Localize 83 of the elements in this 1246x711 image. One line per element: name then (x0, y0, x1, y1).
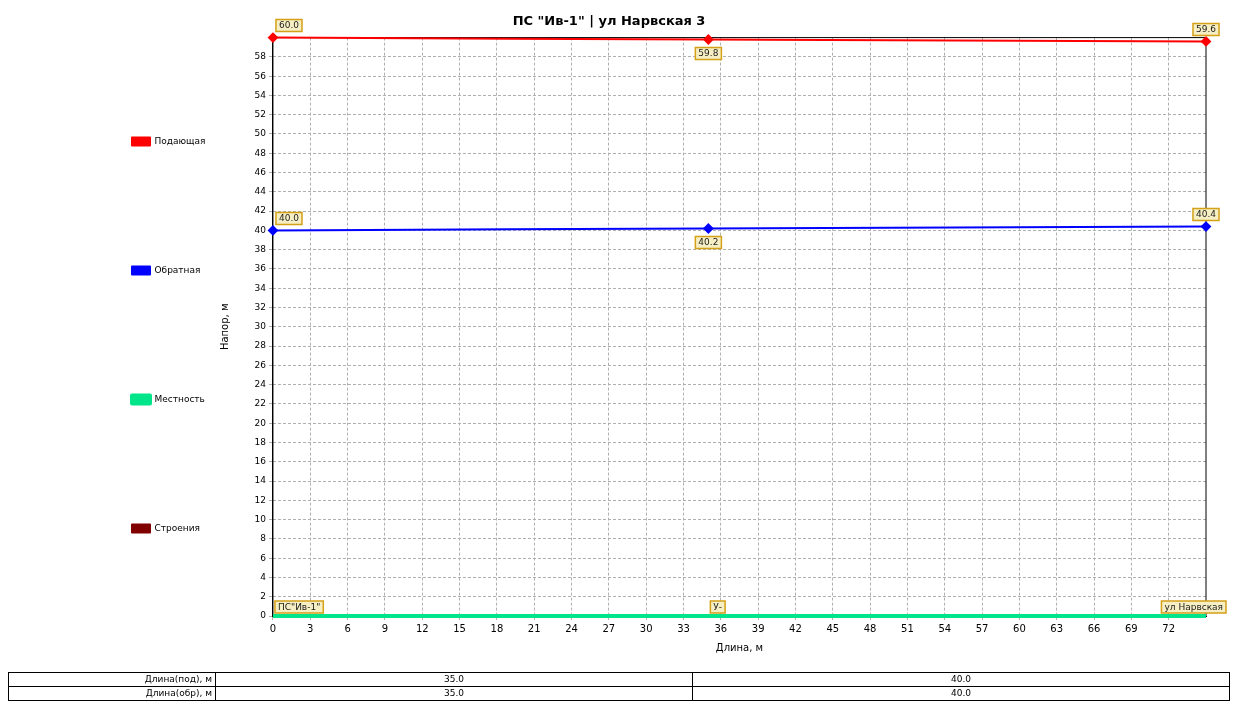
y-tick-label: 56 (254, 70, 267, 81)
y-tick-label: 14 (254, 475, 267, 486)
point (1201, 36, 1211, 47)
y-tick-label: 58 (254, 51, 267, 62)
y-tick-label: 24 (254, 378, 267, 389)
y-tick-label: 44 (254, 186, 267, 197)
y-tick-label: 38 (254, 244, 267, 255)
y-tick-label: 50 (254, 128, 267, 139)
text: 35.0 (215, 672, 693, 687)
point (267, 225, 278, 236)
x-tick-label: 45 (826, 622, 840, 634)
data-label: 59.8 (698, 48, 719, 59)
x-tick-label: 48 (863, 622, 877, 634)
legend-label: Обратная (154, 264, 201, 275)
text: 40.0 (692, 672, 1230, 687)
x-tick-label: 9 (381, 622, 389, 634)
x-tick-label: 12 (415, 622, 429, 634)
text: Длина(обр), м (8, 686, 216, 701)
legend-label: Местность (154, 393, 205, 404)
x-tick-label: 39 (751, 622, 765, 634)
x-tick-label: 18 (490, 622, 504, 634)
annotation: ПС"Ив-1" (277, 601, 321, 612)
data-label: 40.0 (278, 213, 300, 224)
data-label: 40.4 (1195, 209, 1217, 220)
y-tick-label: 30 (254, 321, 267, 332)
y-tick-label: 36 (254, 263, 267, 274)
legend-label: Подающая (154, 135, 206, 146)
text: 40.0 (692, 686, 1230, 701)
x-tick-label: 6 (344, 622, 351, 634)
x-tick-label: 60 (1013, 622, 1026, 634)
data-label: 59.6 (1195, 24, 1217, 35)
y-tick-label: 20 (254, 417, 267, 428)
x-tick-label: 3 (307, 622, 314, 634)
y-tick-label: 52 (254, 109, 266, 120)
y-tick-label: 10 (254, 513, 267, 524)
point (267, 32, 278, 43)
y-tick-label: 28 (254, 340, 267, 351)
y-tick-label: 22 (254, 398, 266, 409)
x-tick-label: 42 (789, 622, 802, 634)
y-tick-label: 40 (254, 224, 267, 235)
x-axis-title: Длина, м (715, 641, 764, 653)
y-tick-label: 42 (254, 205, 266, 216)
x-tick-label: 54 (938, 622, 952, 634)
y-tick-label: 12 (254, 494, 266, 505)
x-tick-label: 57 (975, 622, 989, 634)
y-tick-label: 0 (260, 610, 267, 621)
x-tick-label: 24 (565, 622, 578, 634)
annotation: ул Нарвская (1164, 601, 1224, 612)
y-tick-label: 16 (254, 456, 267, 467)
point (703, 223, 714, 234)
y-tick-label: 46 (254, 166, 267, 177)
chart-title: ПС "Ив-1" | ул Нарвская 3 (512, 13, 706, 29)
legend-label: Строения (154, 522, 200, 533)
data-label: 60.0 (278, 20, 300, 31)
point (1201, 221, 1211, 232)
x-tick-label: 36 (714, 622, 728, 634)
x-tick-label: 0 (269, 622, 277, 634)
point (703, 34, 714, 45)
data-label: 40.2 (698, 237, 719, 248)
y-tick-label: 8 (260, 533, 267, 544)
y-tick-label: 54 (254, 89, 267, 100)
x-tick-label: 15 (453, 622, 466, 634)
x-tick-label: 66 (1087, 622, 1101, 634)
y-tick-label: 2 (260, 591, 266, 602)
annotation: У- (713, 601, 723, 612)
y-tick-label: 32 (254, 301, 266, 312)
y-tick-label: 34 (254, 282, 267, 293)
y-tick-label: 48 (254, 147, 267, 158)
x-tick-label: 51 (901, 622, 914, 634)
text: 35.0 (215, 686, 693, 701)
y-tick-label: 18 (254, 436, 267, 447)
x-tick-label: 72 (1162, 622, 1176, 634)
y-tick-label: 6 (260, 552, 267, 563)
y-axis-title: Напор, м (219, 303, 231, 351)
x-tick-label: 69 (1124, 622, 1138, 634)
x-tick-label: 33 (677, 622, 690, 634)
x-tick-label: 30 (639, 622, 653, 634)
y-tick-label: 4 (260, 571, 267, 582)
text: Длина(под), м (8, 672, 216, 687)
y-tick-label: 26 (254, 359, 267, 370)
x-tick-label: 21 (527, 622, 541, 634)
x-tick-label: 27 (602, 622, 616, 634)
x-tick-label: 63 (1050, 622, 1064, 634)
